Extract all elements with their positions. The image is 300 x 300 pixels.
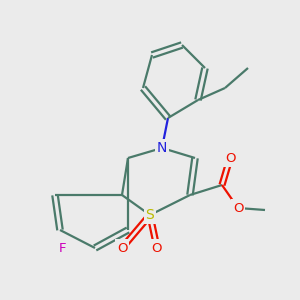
Text: S: S: [146, 208, 154, 222]
Text: N: N: [157, 141, 167, 155]
Text: F: F: [58, 242, 66, 254]
Text: O: O: [152, 242, 162, 254]
Text: O: O: [117, 242, 127, 254]
Text: O: O: [225, 152, 235, 164]
Text: O: O: [233, 202, 243, 214]
